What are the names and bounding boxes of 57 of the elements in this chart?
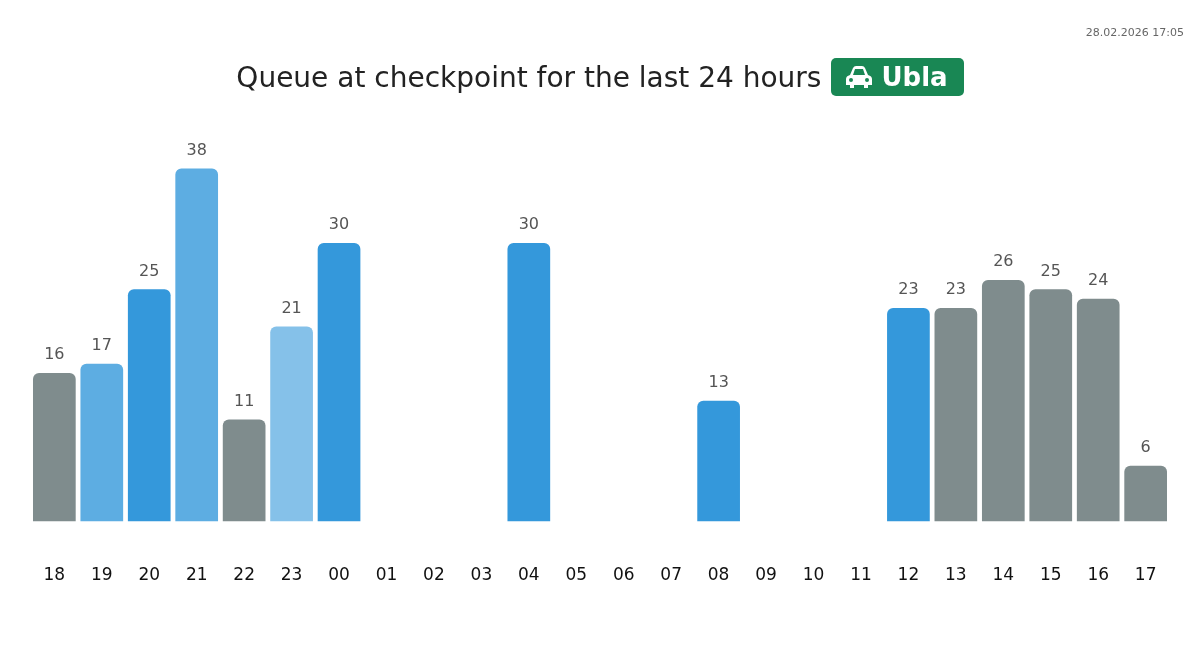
bar (80, 363, 124, 522)
data-label: 11 (233, 390, 255, 410)
chart-subtitle: Ubla (881, 62, 948, 92)
x-tick-label: 16 (1087, 564, 1110, 585)
x-tick-label: 22 (233, 564, 255, 585)
x-tick-label: 10 (802, 564, 825, 585)
bar (32, 372, 76, 522)
bar (317, 242, 361, 522)
data-label: 26 (993, 251, 1014, 271)
bar (1029, 289, 1073, 522)
data-label: 30 (328, 214, 350, 234)
x-tick-label: 18 (43, 564, 66, 585)
x-tick-label: 20 (138, 564, 161, 585)
data-label: 23 (945, 279, 967, 299)
x-tick-label: 19 (90, 564, 113, 585)
x-tick-label: 00 (328, 564, 350, 585)
data-label: 6 (1140, 437, 1151, 457)
x-tick-label: 15 (1039, 564, 1062, 585)
x-tick-label: 02 (423, 564, 445, 585)
data-label: 17 (91, 334, 112, 354)
x-tick-label: 12 (897, 564, 920, 585)
chart-title: Queue at checkpoint for the last 24 hours (236, 60, 822, 94)
bar (981, 280, 1025, 522)
data-label: 16 (44, 344, 65, 364)
bar (934, 307, 978, 522)
x-tick-label: 08 (707, 564, 730, 585)
x-tick-label: 09 (755, 564, 777, 585)
x-tick-label: 17 (1134, 564, 1157, 585)
data-label: 25 (1040, 260, 1061, 280)
x-tick-label: 03 (470, 564, 493, 585)
x-tick-label: 23 (280, 564, 303, 585)
x-tick-label: 13 (945, 564, 967, 585)
bar (127, 289, 171, 522)
bar (1124, 465, 1168, 522)
x-tick-label: 06 (612, 564, 635, 585)
bar (270, 326, 313, 522)
x-tick-label: 14 (992, 564, 1015, 585)
x-tick-label: 21 (185, 564, 208, 585)
bar (507, 242, 551, 522)
x-tick-label: 07 (660, 564, 682, 585)
data-label: 23 (898, 279, 919, 299)
x-tick-label: 11 (850, 564, 872, 585)
data-label: 24 (1088, 269, 1109, 289)
bar (222, 419, 266, 522)
bar (697, 400, 740, 522)
bar (175, 168, 219, 522)
x-tick-label: 01 (375, 564, 398, 585)
data-label: 25 (139, 260, 160, 280)
data-label: 30 (518, 214, 540, 234)
data-label: 21 (281, 297, 302, 317)
text: 28.02.2026 17:05 (1085, 26, 1184, 39)
bar (1076, 298, 1120, 522)
bar (887, 307, 930, 522)
data-label: 13 (708, 371, 729, 391)
x-tick-label: 05 (565, 564, 588, 585)
x-tick-label: 04 (518, 564, 540, 585)
data-label: 38 (186, 139, 207, 159)
